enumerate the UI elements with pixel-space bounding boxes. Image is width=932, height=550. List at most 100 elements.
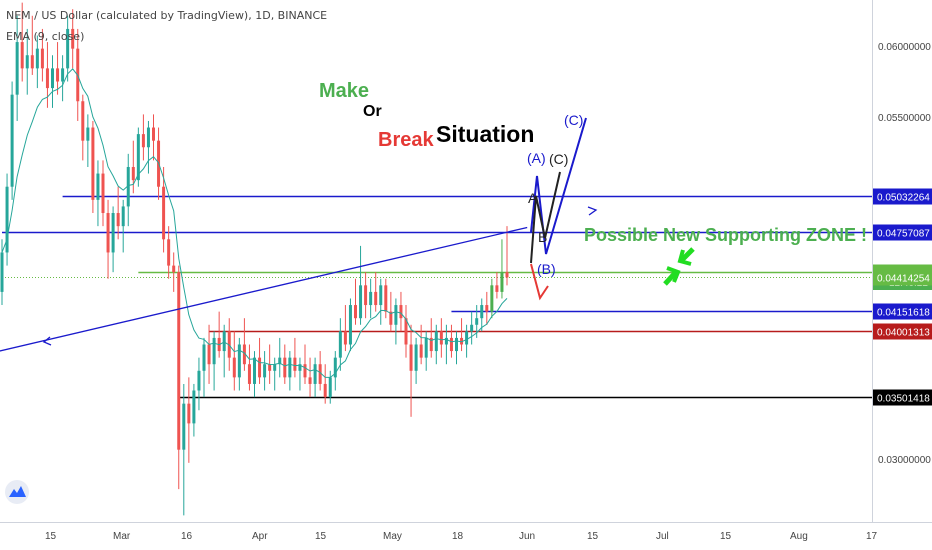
wave-label-upper-a: (A)	[527, 150, 546, 166]
candle-body	[338, 331, 342, 358]
candle-body	[0, 252, 4, 292]
candle-body	[318, 364, 322, 384]
candle-body	[167, 239, 171, 266]
candle-body	[439, 331, 443, 345]
candle	[207, 324, 211, 384]
candle	[0, 239, 4, 306]
green-arrow-2	[680, 247, 695, 262]
annotation-break: Break	[378, 129, 434, 151]
level-tag-4: 0.04151618	[873, 303, 932, 320]
candle	[338, 318, 342, 371]
level-tag-bg	[873, 303, 932, 320]
candle	[141, 114, 145, 161]
candle-body	[399, 305, 403, 319]
annotation-situation: Situation	[436, 121, 534, 147]
candle-body	[419, 344, 423, 358]
level-tag-label: 0.03501418	[877, 394, 930, 405]
candle-body	[283, 357, 287, 378]
candle	[414, 337, 418, 384]
candle	[202, 337, 206, 398]
drawing-annotations: Make Or Break Situation Possible New Sup…	[0, 80, 867, 352]
candle-body	[182, 403, 186, 450]
candle	[91, 120, 95, 214]
candle	[288, 351, 292, 391]
candle-body	[45, 68, 49, 89]
candle	[333, 351, 337, 391]
candle	[61, 55, 65, 102]
candle-body	[106, 213, 110, 253]
candle	[10, 81, 14, 200]
candle-body	[414, 344, 418, 371]
candle	[389, 291, 393, 332]
candle	[505, 226, 509, 286]
candle	[35, 35, 39, 89]
candle-body	[35, 48, 39, 69]
level-tag-5: 0.04001313	[873, 323, 932, 340]
candle	[429, 318, 433, 358]
candle-body	[404, 318, 408, 345]
level-tag-bg	[873, 269, 932, 286]
x-axis[interactable]: 15 Mar 16 Apr 15 May 18 Jun 15 Jul 15 Au…	[45, 531, 878, 542]
candle	[444, 324, 448, 365]
candle	[253, 351, 256, 398]
candle	[354, 278, 357, 325]
candle	[146, 120, 150, 174]
green-arrow-1	[663, 270, 678, 286]
candle-body	[242, 344, 246, 365]
candle	[434, 324, 438, 365]
candle-body	[263, 364, 267, 378]
candle-body	[81, 101, 85, 141]
candle-body	[505, 272, 509, 278]
candle	[439, 318, 443, 358]
y-tick-label: 0.06000000	[878, 42, 931, 53]
candle	[136, 127, 140, 187]
x-tick-label: 15	[720, 531, 732, 542]
candle-body	[40, 48, 44, 69]
ascending-trendline[interactable]	[0, 226, 528, 352]
candle-body	[293, 357, 297, 371]
level-tag-0: 0.05032264	[873, 188, 932, 205]
candle-body	[136, 134, 140, 181]
candle	[5, 173, 9, 266]
candle-body	[409, 344, 413, 371]
candle-body	[91, 127, 95, 200]
candle	[409, 324, 413, 417]
wave-label-lower-c: (C)	[549, 151, 568, 167]
candle	[379, 278, 383, 325]
candle	[242, 318, 246, 371]
y-axis[interactable]: 0.06000000 0.05500000 0.03000000 12:48:2…	[873, 42, 932, 466]
candle	[56, 42, 60, 95]
candle	[490, 278, 494, 319]
x-tick-label: 17	[866, 531, 878, 542]
candle-body	[121, 206, 125, 227]
candle	[263, 351, 267, 391]
candle	[187, 377, 191, 463]
candle	[313, 357, 317, 398]
candle	[343, 305, 347, 352]
candle-body	[490, 285, 494, 312]
candle	[258, 337, 262, 384]
candle	[96, 160, 100, 227]
candle-body	[152, 127, 155, 141]
candle	[121, 199, 125, 253]
candle-body	[20, 42, 24, 69]
level-tag-label: 0.04001313	[877, 328, 930, 339]
candle	[15, 15, 19, 121]
candle	[419, 324, 423, 365]
candle	[500, 239, 504, 299]
wave-abc-upper-path	[530, 117, 587, 255]
candle	[485, 291, 489, 325]
wave-abc-lower-path	[530, 171, 561, 264]
annotation-support-zone: Possible New Supporting ZONE !	[584, 225, 867, 245]
candle-body	[323, 383, 327, 398]
candle	[460, 318, 464, 352]
candle	[278, 337, 282, 378]
candle	[81, 94, 85, 161]
candle	[162, 166, 166, 253]
tradingview-logo[interactable]	[5, 480, 29, 504]
candle-body	[101, 173, 105, 214]
candle	[348, 298, 352, 352]
candle-body	[212, 337, 216, 365]
candle-body	[71, 28, 75, 49]
